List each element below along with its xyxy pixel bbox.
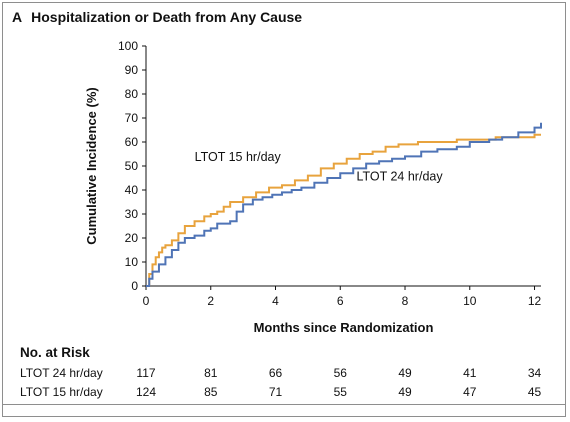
risk-cell: 56 xyxy=(333,366,347,380)
panel-title-text: Hospitalization or Death from Any Cause xyxy=(31,9,303,25)
x-axis-title: Months since Randomization xyxy=(254,320,434,335)
y-tick-label: 30 xyxy=(125,207,139,221)
x-tick-label: 0 xyxy=(143,294,150,308)
risk-cell: 85 xyxy=(204,385,218,399)
series-labels: LTOT 15 hr/day LTOT 24 hr/day xyxy=(195,150,444,183)
series-label-ltot-24: LTOT 24 hr/day xyxy=(356,169,443,183)
risk-cell: 41 xyxy=(463,366,477,380)
figure-frame xyxy=(2,2,566,417)
x-tick-label: 6 xyxy=(337,294,344,308)
x-tick-label: 2 xyxy=(207,294,214,308)
series-line-ltot-15 xyxy=(146,133,541,287)
risk-row-ltot-15: LTOT 15 hr/day 124 85 71 55 49 47 45 xyxy=(20,385,550,401)
kaplan-meier-chart: 0 10 20 30 40 50 60 70 80 90 100 0 2 4 6 8 10 12 Months si… xyxy=(84,39,542,335)
x-tick-label: 10 xyxy=(463,294,477,308)
risk-cell: 45 xyxy=(527,385,542,399)
risk-cell: 34 xyxy=(527,366,542,380)
y-tick-label: 70 xyxy=(125,111,139,125)
risk-table-header: No. at Risk xyxy=(20,345,90,360)
risk-cell: 71 xyxy=(268,385,283,399)
x-tick-label: 8 xyxy=(402,294,409,308)
y-tick-label: 80 xyxy=(125,87,139,101)
y-tick-label: 0 xyxy=(131,279,138,293)
bottom-divider xyxy=(2,404,566,405)
axes: 0 10 20 30 40 50 60 70 80 90 100 0 2 4 6 8 10 12 Months si… xyxy=(84,39,542,335)
risk-cell: 55 xyxy=(333,385,347,399)
x-tick-label: 4 xyxy=(272,294,279,308)
risk-row-label: LTOT 24 hr/day xyxy=(20,366,103,380)
series-lines xyxy=(146,122,542,287)
risk-cell: 117 xyxy=(136,366,156,380)
panel-title: A Hospitalization or Death from Any Cause xyxy=(12,9,302,25)
risk-cell: 81 xyxy=(204,366,218,380)
x-tick-label: 12 xyxy=(528,294,542,308)
risk-cell: 49 xyxy=(398,385,412,399)
risk-cell: 124 xyxy=(135,385,157,399)
y-tick-label: 20 xyxy=(125,231,139,245)
y-tick-label: 40 xyxy=(125,183,139,197)
y-tick-label: 10 xyxy=(125,255,139,269)
series-line-ltot-24 xyxy=(146,122,542,287)
y-tick-label: 60 xyxy=(125,135,139,149)
risk-row-label: LTOT 15 hr/day xyxy=(20,385,103,399)
y-tick-label: 100 xyxy=(118,39,138,53)
y-tick-label: 50 xyxy=(125,159,139,173)
risk-cell: 47 xyxy=(463,385,477,399)
y-tick-label: 90 xyxy=(125,63,139,77)
series-label-ltot-15: LTOT 15 hr/day xyxy=(195,150,282,164)
risk-cell: 66 xyxy=(268,366,283,380)
risk-cell: 49 xyxy=(398,366,412,380)
risk-row-ltot-24: LTOT 24 hr/day 117 81 66 56 49 41 34 xyxy=(20,366,550,382)
y-axis-title: Cumulative Incidence (%) xyxy=(84,87,99,244)
panel-letter: A xyxy=(12,9,23,25)
